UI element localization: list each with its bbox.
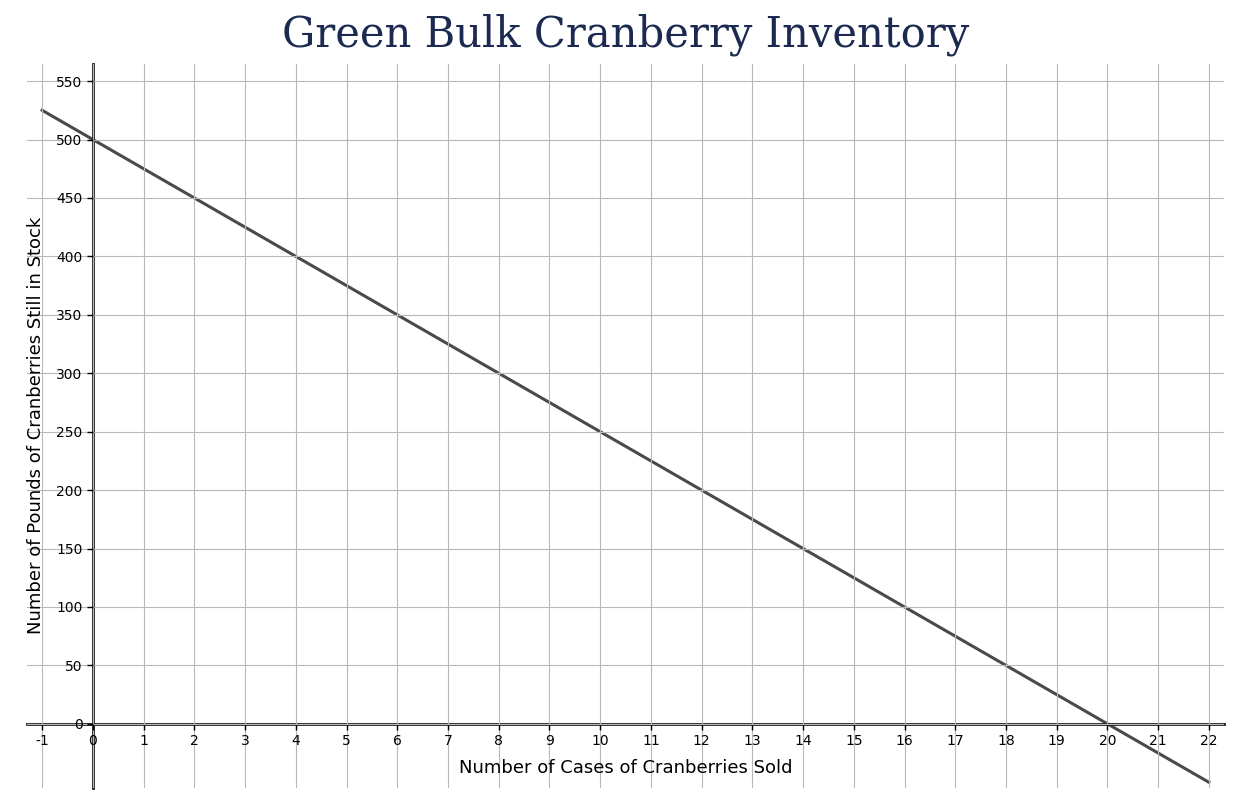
X-axis label: Number of Cases of Cranberries Sold: Number of Cases of Cranberries Sold (459, 759, 792, 777)
Title: Green Bulk Cranberry Inventory: Green Bulk Cranberry Inventory (282, 14, 969, 56)
Y-axis label: Number of Pounds of Cranberries Still in Stock: Number of Pounds of Cranberries Still in… (27, 217, 45, 634)
